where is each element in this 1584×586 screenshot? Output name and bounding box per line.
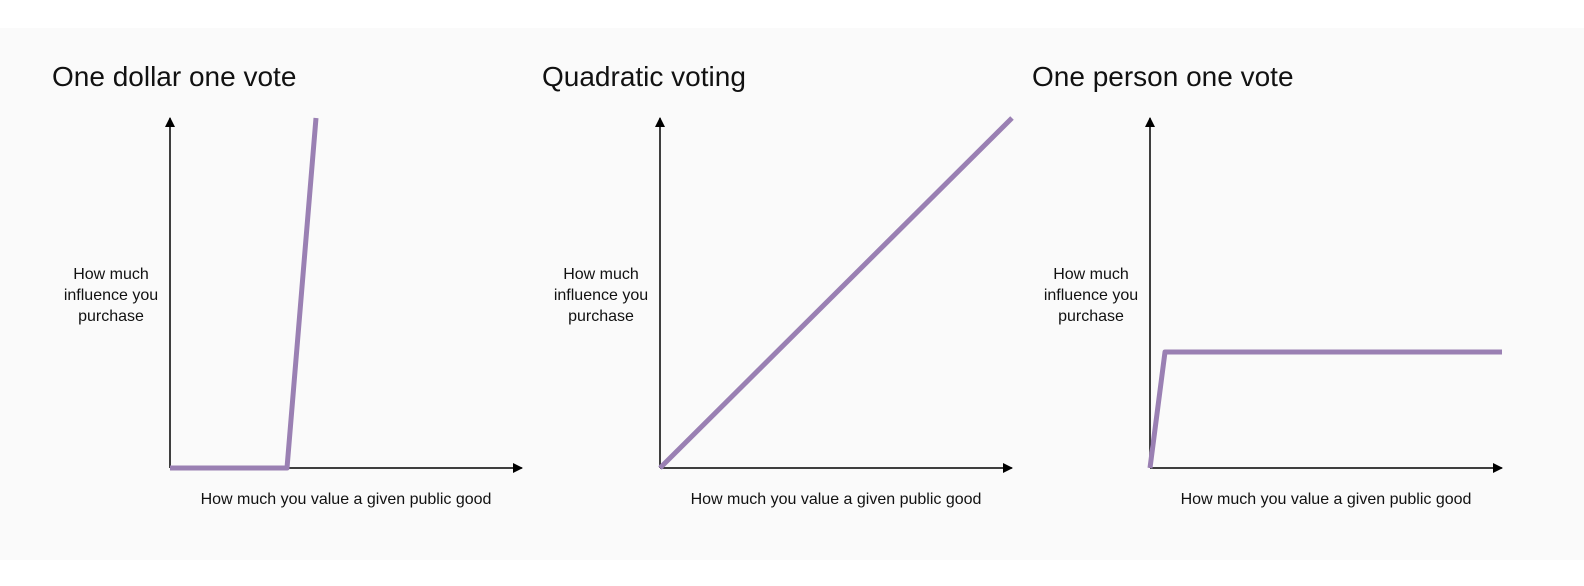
- y-axis-label: purchase: [78, 308, 144, 325]
- y-axis-label: How much: [1053, 266, 1129, 283]
- x-axis-label: How much you value a given public good: [1181, 491, 1472, 508]
- curve: [1147, 349, 1502, 469]
- y-axis-label: How much: [73, 266, 149, 283]
- y-axis-label: How much: [563, 266, 639, 283]
- x-axis-label: How much you value a given public good: [691, 491, 982, 508]
- y-axis-label: purchase: [568, 308, 634, 325]
- x-axis-label: How much you value a given public good: [201, 491, 492, 508]
- y-axis-label: influence you: [554, 287, 648, 304]
- panel-title: One person one vote: [1032, 61, 1294, 92]
- curve: [658, 116, 1014, 470]
- y-axis-label: influence you: [1044, 287, 1138, 304]
- y-axis-label: influence you: [64, 287, 158, 304]
- curve: [170, 117, 319, 471]
- panel-title: One dollar one vote: [52, 61, 296, 92]
- y-axis-label: purchase: [1058, 308, 1124, 325]
- panel-title: Quadratic voting: [542, 61, 746, 92]
- background: [0, 28, 1584, 560]
